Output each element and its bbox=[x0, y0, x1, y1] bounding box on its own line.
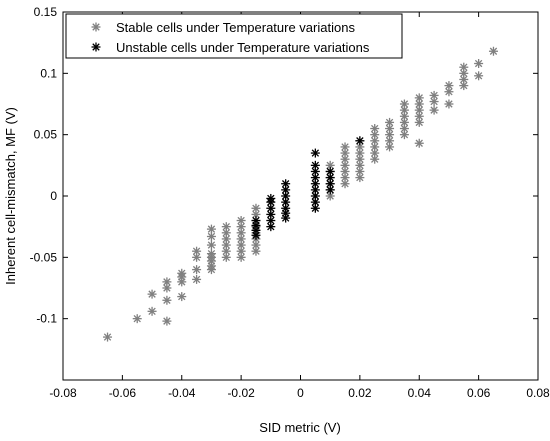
stable-point bbox=[429, 90, 439, 100]
x-tick-label: -0.04 bbox=[168, 386, 196, 400]
stable-point bbox=[206, 231, 216, 241]
stable-point bbox=[206, 265, 216, 275]
unstable-point bbox=[281, 191, 291, 201]
stable-point bbox=[385, 117, 395, 127]
plot-area bbox=[62, 11, 539, 381]
stable-point bbox=[206, 224, 216, 234]
stable-point bbox=[355, 160, 365, 170]
x-axis-ticks: -0.08 -0.06 -0.04 -0.02 0 0.02 0.04 0.06 0.08 bbox=[49, 12, 550, 400]
unstable-point bbox=[266, 222, 276, 232]
data-marks bbox=[103, 46, 498, 342]
stable-point bbox=[251, 203, 261, 213]
stable-point bbox=[192, 252, 202, 262]
legend-entry: Unstable cells under Temperature variati… bbox=[116, 40, 370, 55]
stable-point bbox=[221, 222, 231, 232]
x-tick-label: -0.08 bbox=[49, 386, 77, 400]
stable-point bbox=[236, 234, 246, 244]
unstable-point bbox=[251, 216, 261, 226]
y-tick-label: 0.15 bbox=[34, 5, 58, 19]
stable-point bbox=[162, 316, 172, 326]
y-tick-label: -0.05 bbox=[30, 250, 58, 264]
x-tick-label: -0.02 bbox=[227, 386, 255, 400]
stable-point bbox=[192, 274, 202, 284]
stable-point bbox=[206, 240, 216, 250]
x-tick-label: 0 bbox=[297, 386, 304, 400]
stable-point bbox=[340, 142, 350, 152]
stable-point bbox=[474, 71, 484, 81]
unstable-point bbox=[310, 166, 320, 176]
x-tick-label: 0.08 bbox=[526, 386, 550, 400]
stable-point bbox=[340, 154, 350, 164]
stable-point bbox=[132, 314, 142, 324]
x-axis-label: SID metric (V) bbox=[259, 420, 341, 435]
unstable-point bbox=[310, 173, 320, 183]
unstable-point bbox=[310, 148, 320, 158]
stable-point bbox=[192, 265, 202, 275]
stable-point bbox=[147, 306, 157, 316]
stable-point bbox=[162, 295, 172, 305]
unstable-point bbox=[266, 193, 276, 203]
stable-point bbox=[370, 124, 380, 134]
stable-point bbox=[385, 142, 395, 152]
stable-point bbox=[177, 277, 187, 287]
stable-point bbox=[429, 105, 439, 115]
stable-point bbox=[399, 111, 409, 121]
stable-point bbox=[147, 289, 157, 299]
stable-point bbox=[236, 252, 246, 262]
y-tick-label: -0.1 bbox=[36, 312, 57, 326]
stable-point bbox=[459, 62, 469, 72]
stable-point bbox=[103, 332, 113, 342]
stable-point bbox=[414, 138, 424, 148]
stable-point bbox=[340, 166, 350, 176]
x-tick-label: 0.04 bbox=[408, 386, 432, 400]
x-tick-label: -0.06 bbox=[109, 386, 137, 400]
unstable-point bbox=[266, 203, 276, 213]
stable-point bbox=[355, 142, 365, 152]
stable-point bbox=[177, 272, 187, 282]
y-tick-label: 0.05 bbox=[34, 128, 58, 142]
unstable-point bbox=[310, 160, 320, 170]
stable-point bbox=[206, 249, 216, 259]
unstable-point bbox=[310, 197, 320, 207]
legend-box bbox=[65, 13, 403, 59]
stable-point bbox=[459, 81, 469, 91]
stable-point bbox=[474, 59, 484, 69]
unstable-point bbox=[281, 179, 291, 189]
stable-point bbox=[192, 246, 202, 256]
stable-point bbox=[414, 93, 424, 103]
y-axis-ticks: -0.1 -0.05 0 0.05 0.1 0.15 bbox=[30, 5, 538, 326]
stable-point bbox=[370, 154, 380, 164]
stable-point bbox=[236, 216, 246, 226]
y-tick-label: 0 bbox=[50, 189, 57, 203]
stable-point bbox=[251, 246, 261, 256]
stable-point bbox=[414, 105, 424, 115]
stable-point bbox=[355, 154, 365, 164]
stable-point bbox=[444, 81, 454, 91]
stable-point bbox=[221, 240, 231, 250]
x-tick-label: 0.02 bbox=[348, 386, 372, 400]
stable-point bbox=[488, 46, 498, 56]
legend-marker-unstable bbox=[91, 42, 101, 52]
stable-point bbox=[177, 292, 187, 302]
y-tick-label: 0.1 bbox=[40, 66, 57, 80]
stable-point bbox=[355, 166, 365, 176]
stable-point bbox=[221, 252, 231, 262]
unstable-point bbox=[355, 136, 365, 146]
stable-point bbox=[399, 99, 409, 109]
legend-entry: Stable cells under Temperature variation… bbox=[116, 20, 355, 35]
stable-point bbox=[162, 283, 172, 293]
stable-point bbox=[444, 99, 454, 109]
legend: Stable cells under Temperature variation… bbox=[65, 13, 403, 59]
unstable-point bbox=[325, 166, 335, 176]
stable-point bbox=[236, 222, 246, 232]
legend-marker-stable bbox=[91, 22, 101, 32]
unstable-point bbox=[310, 185, 320, 195]
x-tick-label: 0.06 bbox=[467, 386, 491, 400]
y-axis-label: Inherent cell-mismatch, MF (V) bbox=[3, 107, 18, 285]
